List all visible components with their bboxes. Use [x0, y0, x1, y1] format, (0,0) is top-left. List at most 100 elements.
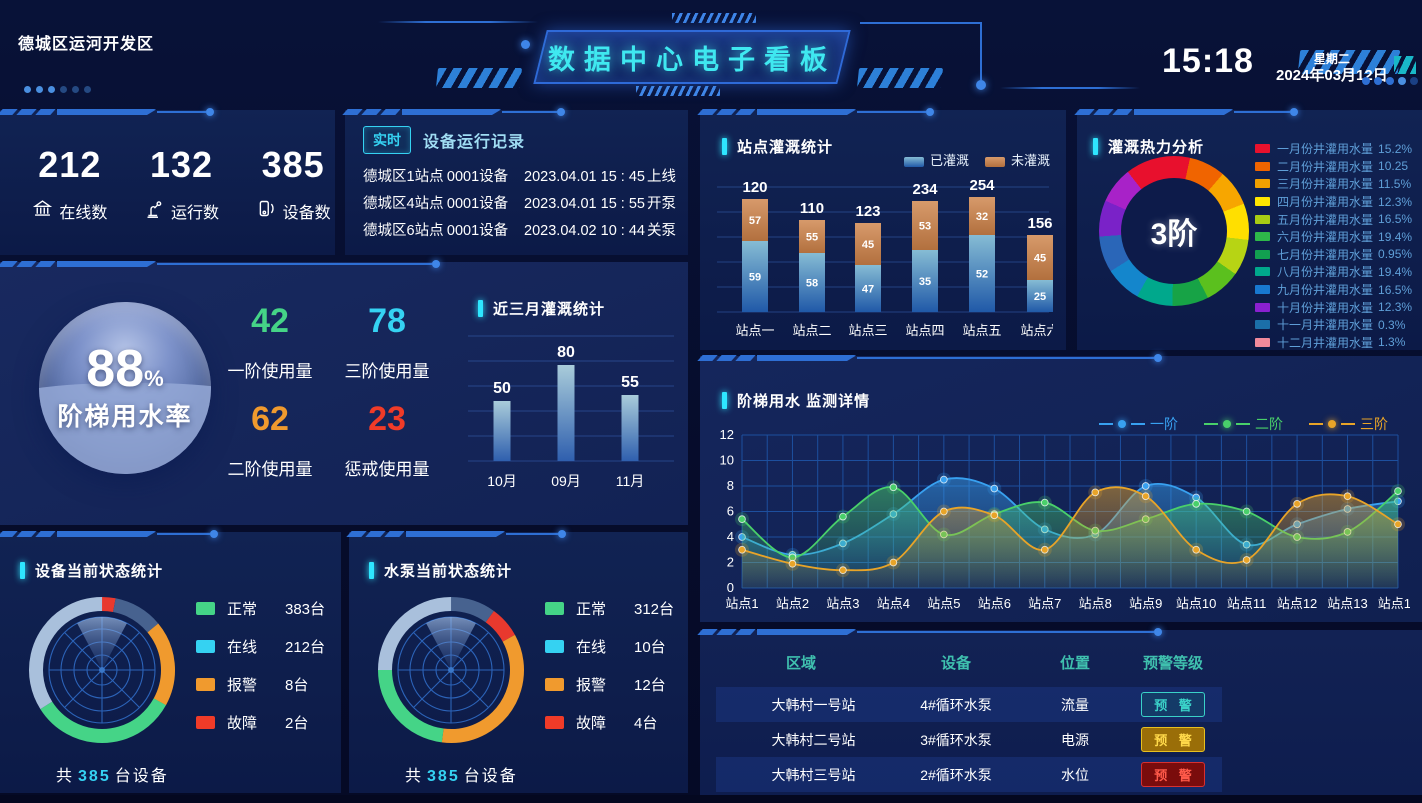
heat-legend-item[interactable]: 四月份井灌用水量 12.3% [1255, 193, 1412, 211]
stat-devices: 385 设备数 [256, 144, 331, 224]
svg-text:站点六: 站点六 [1020, 323, 1053, 338]
heat-legend-item[interactable]: 八月份井灌用水量 19.4% [1255, 263, 1412, 281]
stat-online: 212 在线数 [32, 144, 107, 224]
site-irrigation-title: 站点灌溉统计 [737, 139, 834, 156]
heat-donut-chart: 3阶 [1099, 156, 1249, 306]
table-row[interactable]: 大韩村二号站 3#循环水泵 电源 预 警 [716, 722, 1222, 757]
status-legend-count: 8台 [285, 677, 309, 694]
heat-legend-value: 19.4% [1378, 264, 1413, 279]
table-row[interactable]: 大韩村四号站1#循环水泵信号 预 警 [716, 792, 1222, 803]
svg-text:站点9: 站点9 [1129, 596, 1162, 611]
warning-badge[interactable]: 预 警 [1141, 797, 1205, 803]
status-legend-label: 故障 [227, 715, 258, 732]
line-legend-item[interactable]: 二阶 [1204, 414, 1283, 434]
pump-status-title: 水泵当前状态统计 [384, 563, 513, 580]
heat-legend-item[interactable]: 十二月井灌用水量 1.3% [1255, 334, 1412, 352]
warning-badge[interactable]: 预 警 [1141, 692, 1205, 717]
line-legend-label: 一阶 [1150, 416, 1178, 432]
heat-legend-item[interactable]: 六月份井灌用水量 19.4% [1255, 228, 1412, 246]
stat-running-label: 运行数 [170, 205, 219, 222]
svg-text:站点7: 站点7 [1028, 596, 1061, 611]
heat-legend-item[interactable]: 九月份井灌用水量 16.5% [1255, 281, 1412, 299]
panel-device-status: 设备当前状态统计 正常 383台 在线 212台 报警 8台 故障 2台 共 385 台设备 [0, 530, 341, 793]
cell-position: 电源 [1061, 731, 1089, 748]
warning-badge[interactable]: 预 警 [1141, 727, 1205, 752]
site-irrigation-chart: 59 57 120 站点一 58 55 110 站点二 47 45 123 站点三 35 53 234 站点四… [717, 177, 1053, 338]
status-legend-item[interactable]: 在线 212台 [196, 636, 325, 657]
hash-marks-bottom [636, 86, 720, 96]
line-legend-label: 三阶 [1360, 416, 1388, 432]
panel-site-irrigation: 站点灌溉统计 已灌溉 未灌溉 59 57 120 站点一 58 55 110 站点二 47 45 12… [697, 107, 1066, 350]
line-legend-item[interactable]: 三阶 [1309, 414, 1388, 434]
status-legend-item[interactable]: 正常 383台 [196, 598, 325, 619]
status-legend-item[interactable]: 报警 12台 [545, 674, 674, 695]
heat-legend-value: 0.3% [1378, 317, 1406, 332]
pump-status-legend: 正常 312台 在线 10台报警 12台故障 4台 [545, 598, 674, 750]
legend-line [1131, 423, 1145, 425]
log-action: 关泵 [647, 223, 676, 239]
device-status-title: 设备当前状态统计 [35, 563, 164, 580]
cell-position: 流量 [1061, 696, 1089, 713]
svg-text:4: 4 [727, 529, 734, 544]
heat-title: 灌溉热力分析 [1108, 139, 1205, 156]
warning-table-header: 区域 设备 位置 预警等级 [716, 644, 1222, 687]
table-row[interactable]: 大韩村一号站 4#循环水泵 流量 预 警 [716, 687, 1222, 722]
heat-legend-label: 五月份井灌用水量 [1277, 212, 1374, 227]
status-legend-item[interactable]: 故障 4台 [545, 712, 674, 733]
svg-text:站点12: 站点12 [1277, 596, 1317, 611]
status-legend-swatch [545, 640, 564, 653]
svg-text:11月: 11月 [616, 473, 645, 489]
status-legend-item[interactable]: 正常 312台 [545, 598, 674, 619]
step-water-line-chart: 0 2 4 6 8 10 12 站点1 站点2 站点3 站点4 站点5 站点6 站点7 站点8 站点9 站点10… [720, 430, 1410, 611]
status-legend-label: 正常 [227, 601, 258, 618]
device-status-legend: 正常 383台 在线 212台 报警 8台故障 2台 [196, 598, 325, 750]
heat-legend-label: 十月份井灌用水量 [1277, 300, 1374, 315]
site-irrigation-legend: 已灌溉 未灌溉 [903, 150, 1050, 169]
log-device: 0001设备 [446, 223, 509, 239]
legend-dot [1328, 420, 1336, 428]
legend-item[interactable]: 已灌溉 [903, 150, 969, 169]
svg-text:2: 2 [727, 555, 734, 570]
legend-dot [1118, 420, 1126, 428]
log-device: 0001设备 [446, 196, 509, 212]
status-legend-count: 312台 [634, 601, 675, 618]
hash-marks-top [672, 13, 756, 23]
svg-text:123: 123 [855, 203, 880, 220]
table-row[interactable]: 大韩村三号站 2#循环水泵 水位 预 警 [716, 757, 1222, 792]
heat-legend-label: 三月份井灌用水量 [1277, 177, 1374, 192]
heat-legend-item[interactable]: 五月份井灌用水量 16.5% [1255, 210, 1412, 228]
pump-total: 共 385 台设备 [405, 768, 518, 785]
svg-text:站点三: 站点三 [848, 323, 887, 338]
heat-legend-item[interactable]: 十一月井灌用水量 0.3% [1255, 316, 1412, 334]
svg-text:58: 58 [806, 278, 818, 290]
title-dot [521, 40, 530, 49]
page-title: 数据中心电子看板 [548, 44, 836, 75]
status-legend-item[interactable]: 报警 8台 [196, 674, 325, 695]
svg-text:站点8: 站点8 [1079, 596, 1112, 611]
heat-legend-item[interactable]: 三月份井灌用水量 11.5% [1255, 175, 1412, 193]
heat-legend-item[interactable]: 十月份井灌用水量 12.3% [1255, 298, 1412, 316]
title-accent-bar [722, 392, 727, 409]
heat-legend-swatch [1255, 267, 1270, 277]
panel-top-decoration [697, 107, 935, 117]
heat-legend-value: 0.95% [1378, 247, 1413, 262]
heat-legend-item[interactable]: 二月份井灌用水量 10.25 [1255, 158, 1412, 176]
cell-area: 大韩村四号站 [716, 792, 886, 803]
heat-legend-item[interactable]: 七月份井灌用水量 0.95% [1255, 246, 1412, 264]
tier1-value: 42 [251, 302, 289, 340]
status-legend-item[interactable]: 故障 2台 [196, 712, 325, 733]
penalty-label: 惩戒使用量 [344, 460, 430, 479]
status-legend-swatch [545, 678, 564, 691]
monthly-title: 近三月灌溉统计 [493, 301, 606, 318]
title-accent-bar [20, 562, 25, 579]
status-legend-label: 故障 [576, 715, 607, 732]
heat-legend-item[interactable]: 一月份井灌用水量 15.2% [1255, 140, 1412, 158]
warning-column-header: 位置 [1059, 655, 1090, 672]
warning-badge[interactable]: 预 警 [1141, 762, 1205, 787]
heat-legend-swatch [1255, 161, 1270, 171]
tier3-label: 三阶使用量 [344, 362, 430, 381]
status-legend-item[interactable]: 在线 10台 [545, 636, 674, 657]
heat-legend-swatch [1255, 232, 1270, 242]
line-legend-item[interactable]: 一阶 [1099, 414, 1178, 434]
legend-item[interactable]: 未灌溉 [984, 150, 1050, 169]
